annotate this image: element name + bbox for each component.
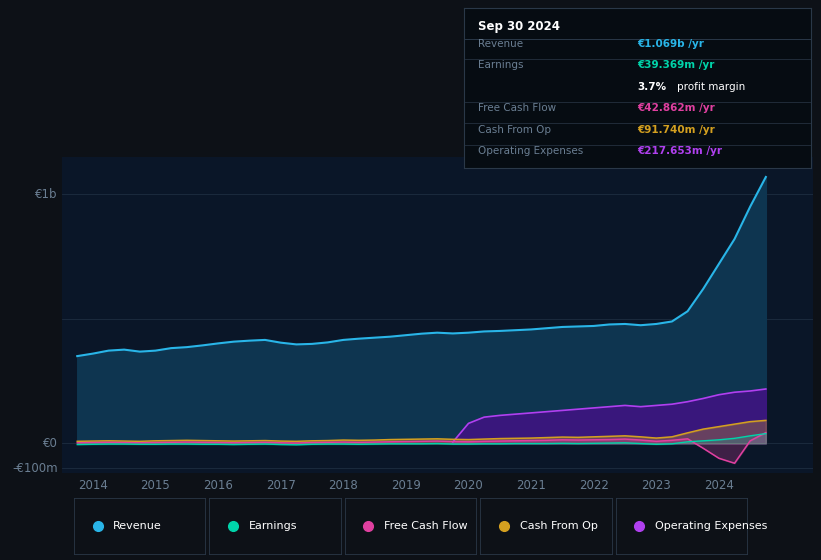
Text: Cash From Op: Cash From Op <box>478 125 551 135</box>
Text: €91.740m /yr: €91.740m /yr <box>638 125 715 135</box>
Text: Sep 30 2024: Sep 30 2024 <box>478 20 560 32</box>
Text: -€100m: -€100m <box>12 461 57 475</box>
Text: €1.069b /yr: €1.069b /yr <box>638 39 704 49</box>
Text: €1b: €1b <box>35 188 57 200</box>
Text: profit margin: profit margin <box>677 82 745 92</box>
Text: €39.369m /yr: €39.369m /yr <box>638 60 715 70</box>
Text: Operating Expenses: Operating Expenses <box>655 521 768 531</box>
Text: Free Cash Flow: Free Cash Flow <box>384 521 468 531</box>
Text: 3.7%: 3.7% <box>638 82 667 92</box>
Text: €217.653m /yr: €217.653m /yr <box>638 147 722 156</box>
Text: Revenue: Revenue <box>113 521 162 531</box>
Text: Revenue: Revenue <box>478 39 523 49</box>
Text: €0: €0 <box>43 437 57 450</box>
Text: Operating Expenses: Operating Expenses <box>478 147 583 156</box>
Text: Free Cash Flow: Free Cash Flow <box>478 104 556 113</box>
Text: Earnings: Earnings <box>249 521 297 531</box>
Text: Cash From Op: Cash From Op <box>520 521 598 531</box>
Text: Earnings: Earnings <box>478 60 523 70</box>
Text: €42.862m /yr: €42.862m /yr <box>638 104 715 113</box>
